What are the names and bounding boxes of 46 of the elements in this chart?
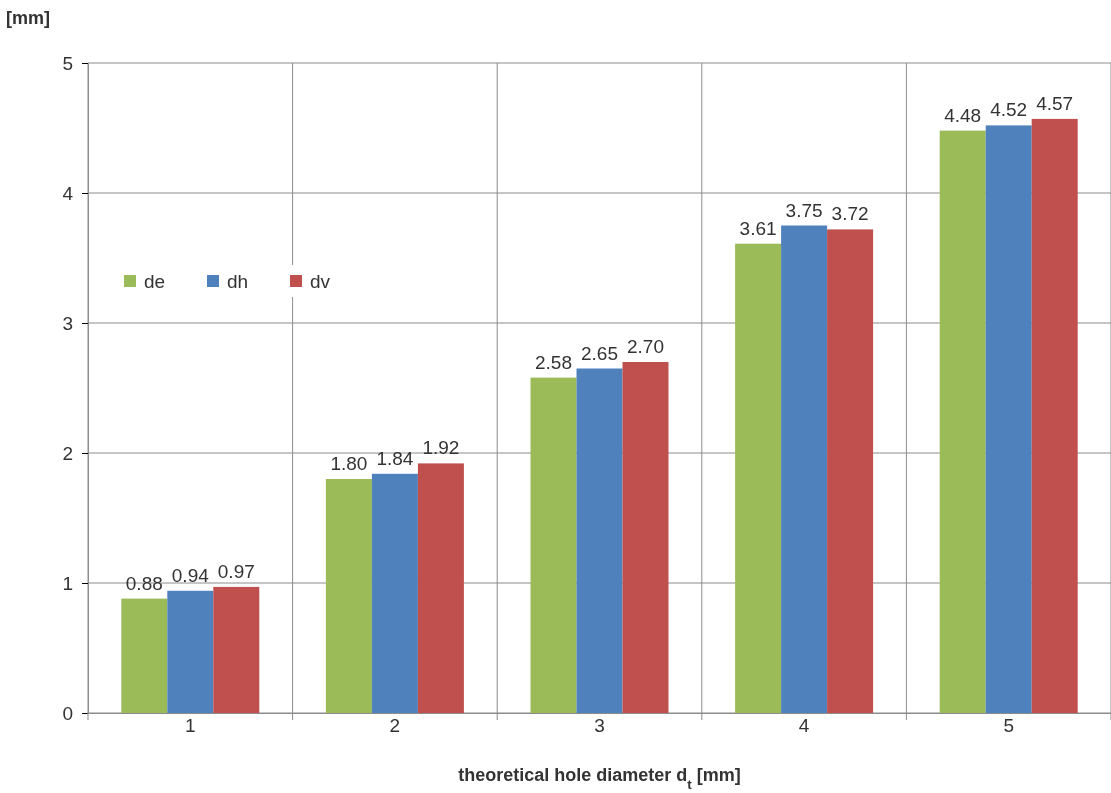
- data-label: 2.58: [535, 351, 572, 373]
- y-tick-label: 2: [62, 442, 73, 464]
- bar: [167, 590, 214, 713]
- legend-label: de: [144, 271, 166, 292]
- y-tick-label: 0: [62, 702, 73, 724]
- bar: [827, 229, 874, 713]
- y-tick-label: 1: [62, 572, 73, 594]
- data-label: 4.52: [990, 99, 1028, 121]
- x-tick-label: 5: [1003, 715, 1014, 736]
- bar: [530, 377, 577, 713]
- y-tick-label: 5: [62, 52, 73, 74]
- bar: [622, 362, 669, 713]
- data-label: 0.88: [125, 572, 163, 594]
- x-tick-label: 4: [798, 715, 810, 736]
- x-tick-label: 1: [185, 715, 196, 736]
- bar: [121, 598, 168, 713]
- bar: [985, 125, 1032, 713]
- bar: [371, 473, 418, 713]
- bar: [213, 586, 260, 713]
- data-label: 1.92: [422, 437, 460, 459]
- bar: [417, 463, 464, 713]
- y-axis-title: [mm]: [6, 8, 50, 28]
- x-tick-label: 3: [594, 715, 605, 736]
- bar: [781, 225, 828, 713]
- bar: [735, 243, 782, 713]
- data-label: 4.48: [944, 104, 982, 126]
- x-axis-title: theoretical hole diameter d$_{t}$ [mm]: [458, 765, 741, 792]
- x-tick-label: 2: [389, 715, 401, 736]
- data-label: 0.97: [217, 560, 255, 582]
- data-label: 3.61: [739, 217, 777, 239]
- data-label: 0.94: [171, 564, 210, 586]
- bar: [325, 479, 372, 713]
- data-label: 2.70: [627, 336, 664, 357]
- legend-label: dh: [227, 271, 249, 292]
- bar: [939, 130, 986, 713]
- bar: [576, 368, 623, 713]
- y-tick-label: 3: [62, 312, 73, 334]
- data-label: 1.80: [330, 453, 368, 474]
- bar: [1031, 118, 1078, 713]
- data-label: 3.75: [785, 199, 823, 221]
- y-tick-label: 4: [62, 182, 74, 204]
- legend-label: dv: [310, 271, 331, 292]
- data-label: 3.72: [831, 203, 869, 225]
- data-label: 4.57: [1036, 92, 1074, 114]
- data-label: 1.84: [376, 447, 414, 469]
- data-label: 2.65: [581, 342, 618, 364]
